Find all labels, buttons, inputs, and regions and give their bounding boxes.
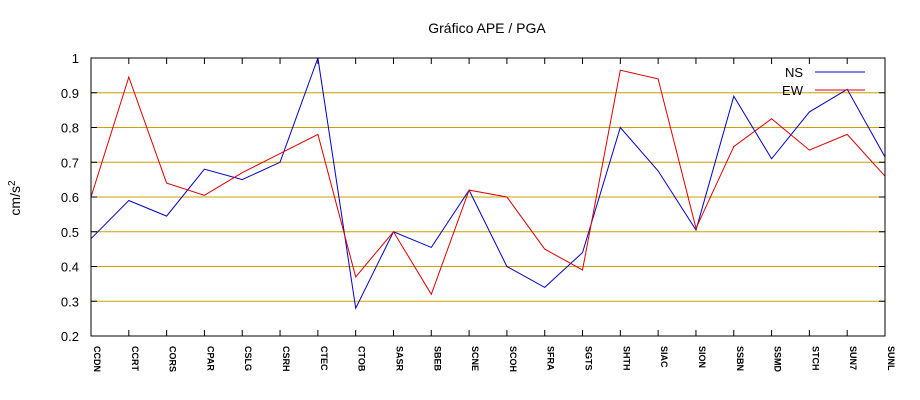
x-tick-label: CTOB bbox=[357, 346, 367, 372]
x-tick-label: CTEC bbox=[319, 346, 329, 371]
x-tick-label: CCRT bbox=[130, 346, 140, 371]
y-tick-label: 1 bbox=[72, 51, 79, 66]
y-tick-label: 0.9 bbox=[61, 86, 79, 101]
plot-frame bbox=[90, 57, 886, 337]
x-tick-label: SION bbox=[697, 346, 707, 368]
y-tick-label: 0.4 bbox=[61, 260, 79, 275]
legend: NS EW bbox=[782, 65, 865, 98]
x-tick-label: CORS bbox=[168, 346, 178, 372]
x-tick-labels: CCDN CCRT CORS CPAR CSLG CSRH CTEC CTOB SASR SBEB… bbox=[92, 346, 896, 373]
y-tick-labels: 0.2 0.3 0.4 0.5 0.6 0.7 0.8 0.9 1 bbox=[61, 51, 79, 344]
y-tick-label: 0.3 bbox=[61, 294, 79, 309]
y-tick-label: 0.2 bbox=[61, 329, 79, 344]
x-tick-label: CCDN bbox=[92, 346, 102, 372]
y-axis-unit: cm/s bbox=[7, 186, 23, 216]
x-tick-label: SIAC bbox=[659, 346, 669, 368]
x-tick-label: SUN7 bbox=[848, 346, 858, 370]
y-axis-label: cm/s2 bbox=[7, 180, 24, 216]
x-tick-label: SCOH bbox=[508, 346, 518, 372]
x-tick-label: CSRH bbox=[281, 346, 291, 372]
y-axis-unit-exponent: 2 bbox=[7, 180, 18, 186]
x-tick-label: SUNL bbox=[886, 346, 896, 371]
chart-title: Gráfico APE / PGA bbox=[428, 20, 546, 36]
x-tick-label: CSLG bbox=[243, 346, 253, 371]
x-tick-label: SBEB bbox=[432, 346, 442, 372]
grid-lines bbox=[90, 57, 886, 337]
x-tick-label: SASR bbox=[394, 346, 404, 372]
y-tick-label: 0.6 bbox=[61, 190, 79, 205]
x-tick-label: SSBN bbox=[735, 346, 745, 371]
x-tick-label: SFRA bbox=[546, 346, 556, 371]
x-tick-label: CPAR bbox=[205, 346, 215, 371]
legend-label-ew: EW bbox=[782, 83, 804, 98]
y-tick-label: 0.7 bbox=[61, 155, 79, 170]
series-line-ns bbox=[90, 57, 886, 310]
y-tick-label: 0.8 bbox=[61, 121, 79, 136]
series-line-ew bbox=[90, 69, 886, 296]
x-tick-label: SGTS bbox=[584, 346, 594, 371]
x-tick-label: SHTH bbox=[621, 346, 631, 371]
y-tick-label: 0.5 bbox=[61, 225, 79, 240]
x-tick-label: STCH bbox=[810, 346, 820, 371]
x-tick-label: SCNE bbox=[470, 346, 480, 371]
legend-label-ns: NS bbox=[785, 65, 803, 80]
x-tick-label: SSMD bbox=[773, 346, 783, 373]
series-lines bbox=[90, 57, 886, 310]
